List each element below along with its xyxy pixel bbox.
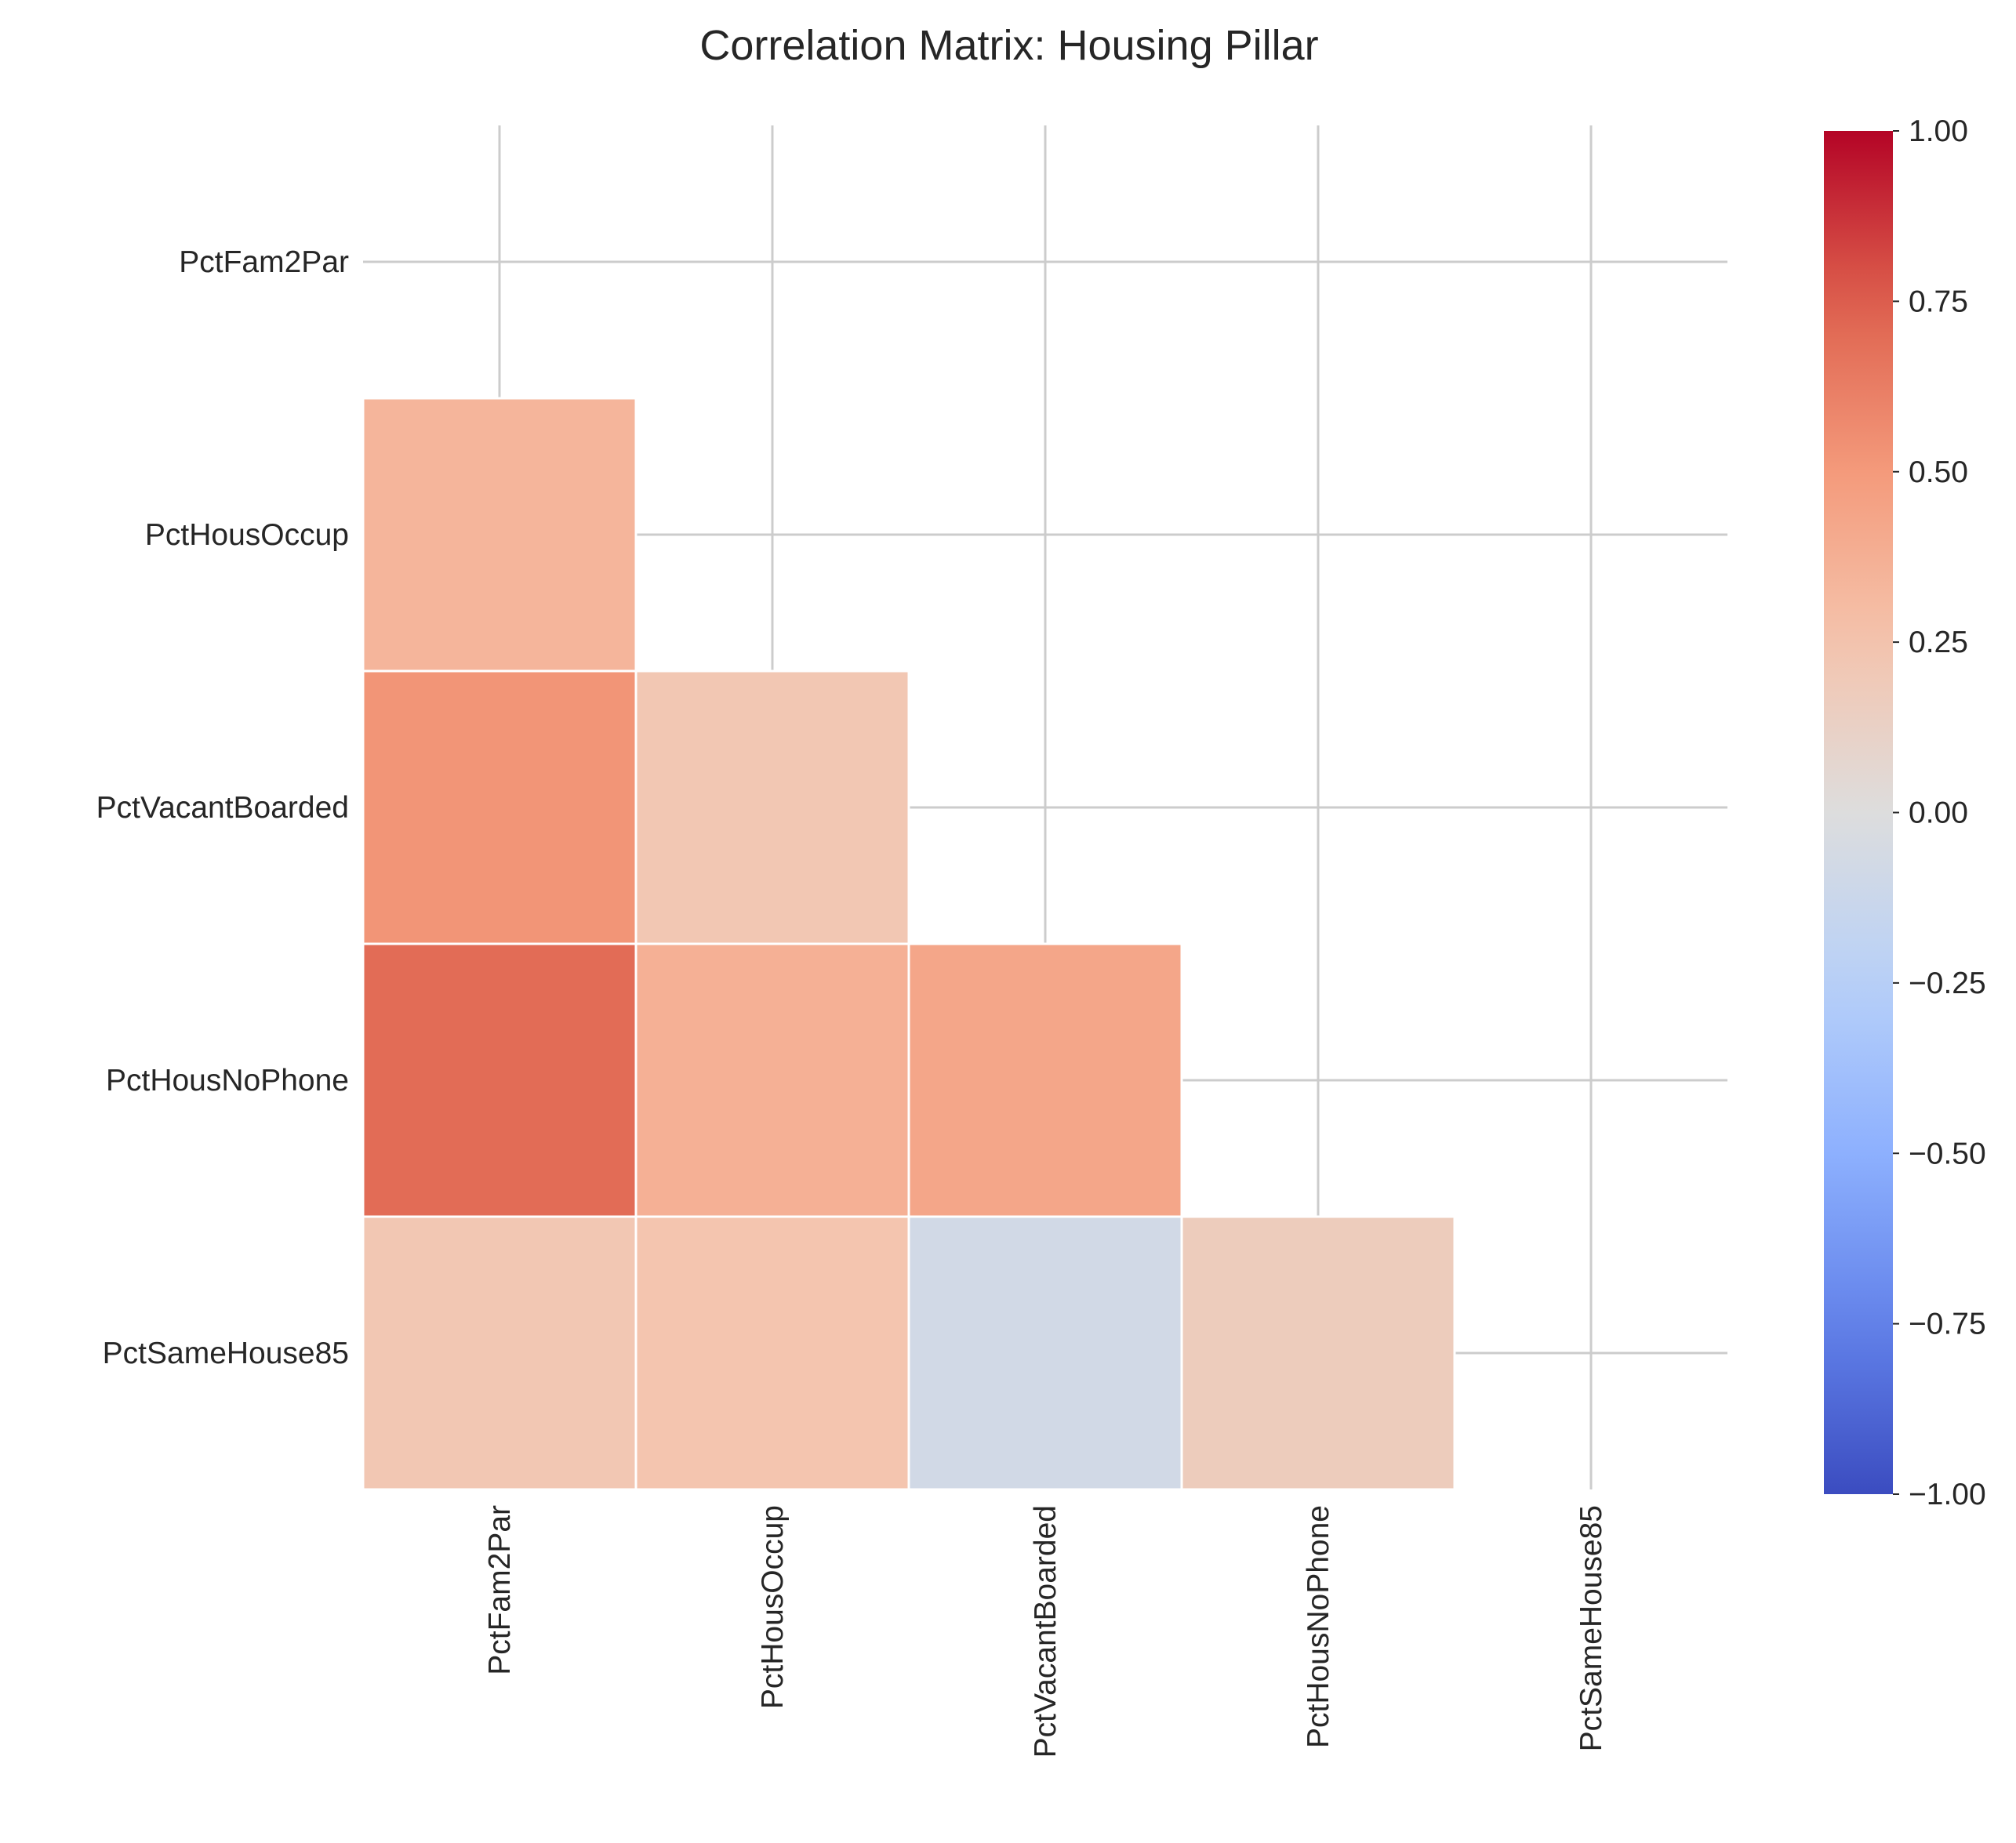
chart-title: Correlation Matrix: Housing Pillar (699, 22, 1318, 69)
y-tick-label: PctVacantBoarded (96, 791, 349, 825)
colorbar-tick-label: 1.00 (1909, 114, 1968, 148)
colorbar-tick-label: −0.50 (1909, 1137, 1986, 1170)
colorbar-tick-label: 0.25 (1909, 626, 1968, 659)
x-tick-label: PctHousOccup (756, 1505, 790, 1709)
colorbar-ticks: 1.00 0.75 0.50 0.25 0.00 −0.25 −0.50 −0.75 −1.00 (1893, 114, 1986, 1511)
heatmap-cell (907, 1215, 1183, 1491)
colorbar-tick-label: 0.75 (1909, 285, 1968, 318)
x-tick-labels: PctFam2Par PctHousOccup PctVacantBoarded Pc… (483, 1505, 1608, 1758)
heatmap-cell (634, 1215, 910, 1491)
x-tick-label: PctVacantBoarded (1029, 1505, 1062, 1758)
y-tick-label: PctHousNoPhone (106, 1064, 349, 1097)
heatmap-cell (361, 669, 637, 945)
colorbar-tick-label: −0.25 (1909, 967, 1986, 1000)
colorbar: 1.00 0.75 0.50 0.25 0.00 −0.25 −0.50 −0.75 −1.00 (1824, 114, 1986, 1511)
y-tick-labels: PctFam2Par PctHousOccup PctVacantBoarded Pc… (96, 245, 349, 1370)
heatmap-cell (634, 669, 910, 945)
colorbar-tick-label: 0.00 (1909, 796, 1968, 830)
y-tick-label: PctSameHouse85 (103, 1337, 349, 1370)
colorbar-gradient (1824, 131, 1893, 1494)
heatmap-cells (361, 397, 1456, 1491)
y-tick-label: PctFam2Par (179, 245, 349, 279)
heatmap-cell (907, 942, 1183, 1218)
colorbar-tick-label: −0.75 (1909, 1308, 1986, 1341)
heatmap-cell (361, 1215, 637, 1491)
heatmap-cell (361, 942, 637, 1218)
colorbar-tick-label: −1.00 (1909, 1478, 1986, 1511)
x-tick-label: PctFam2Par (483, 1505, 517, 1675)
x-tick-label: PctSameHouse85 (1575, 1505, 1608, 1751)
heatmap-cell (361, 397, 637, 673)
x-tick-label: PctHousNoPhone (1302, 1505, 1335, 1748)
heatmap-cell (634, 942, 910, 1218)
y-tick-label: PctHousOccup (145, 518, 349, 552)
colorbar-tick-label: 0.50 (1909, 455, 1968, 489)
heatmap-cell (1180, 1215, 1456, 1491)
